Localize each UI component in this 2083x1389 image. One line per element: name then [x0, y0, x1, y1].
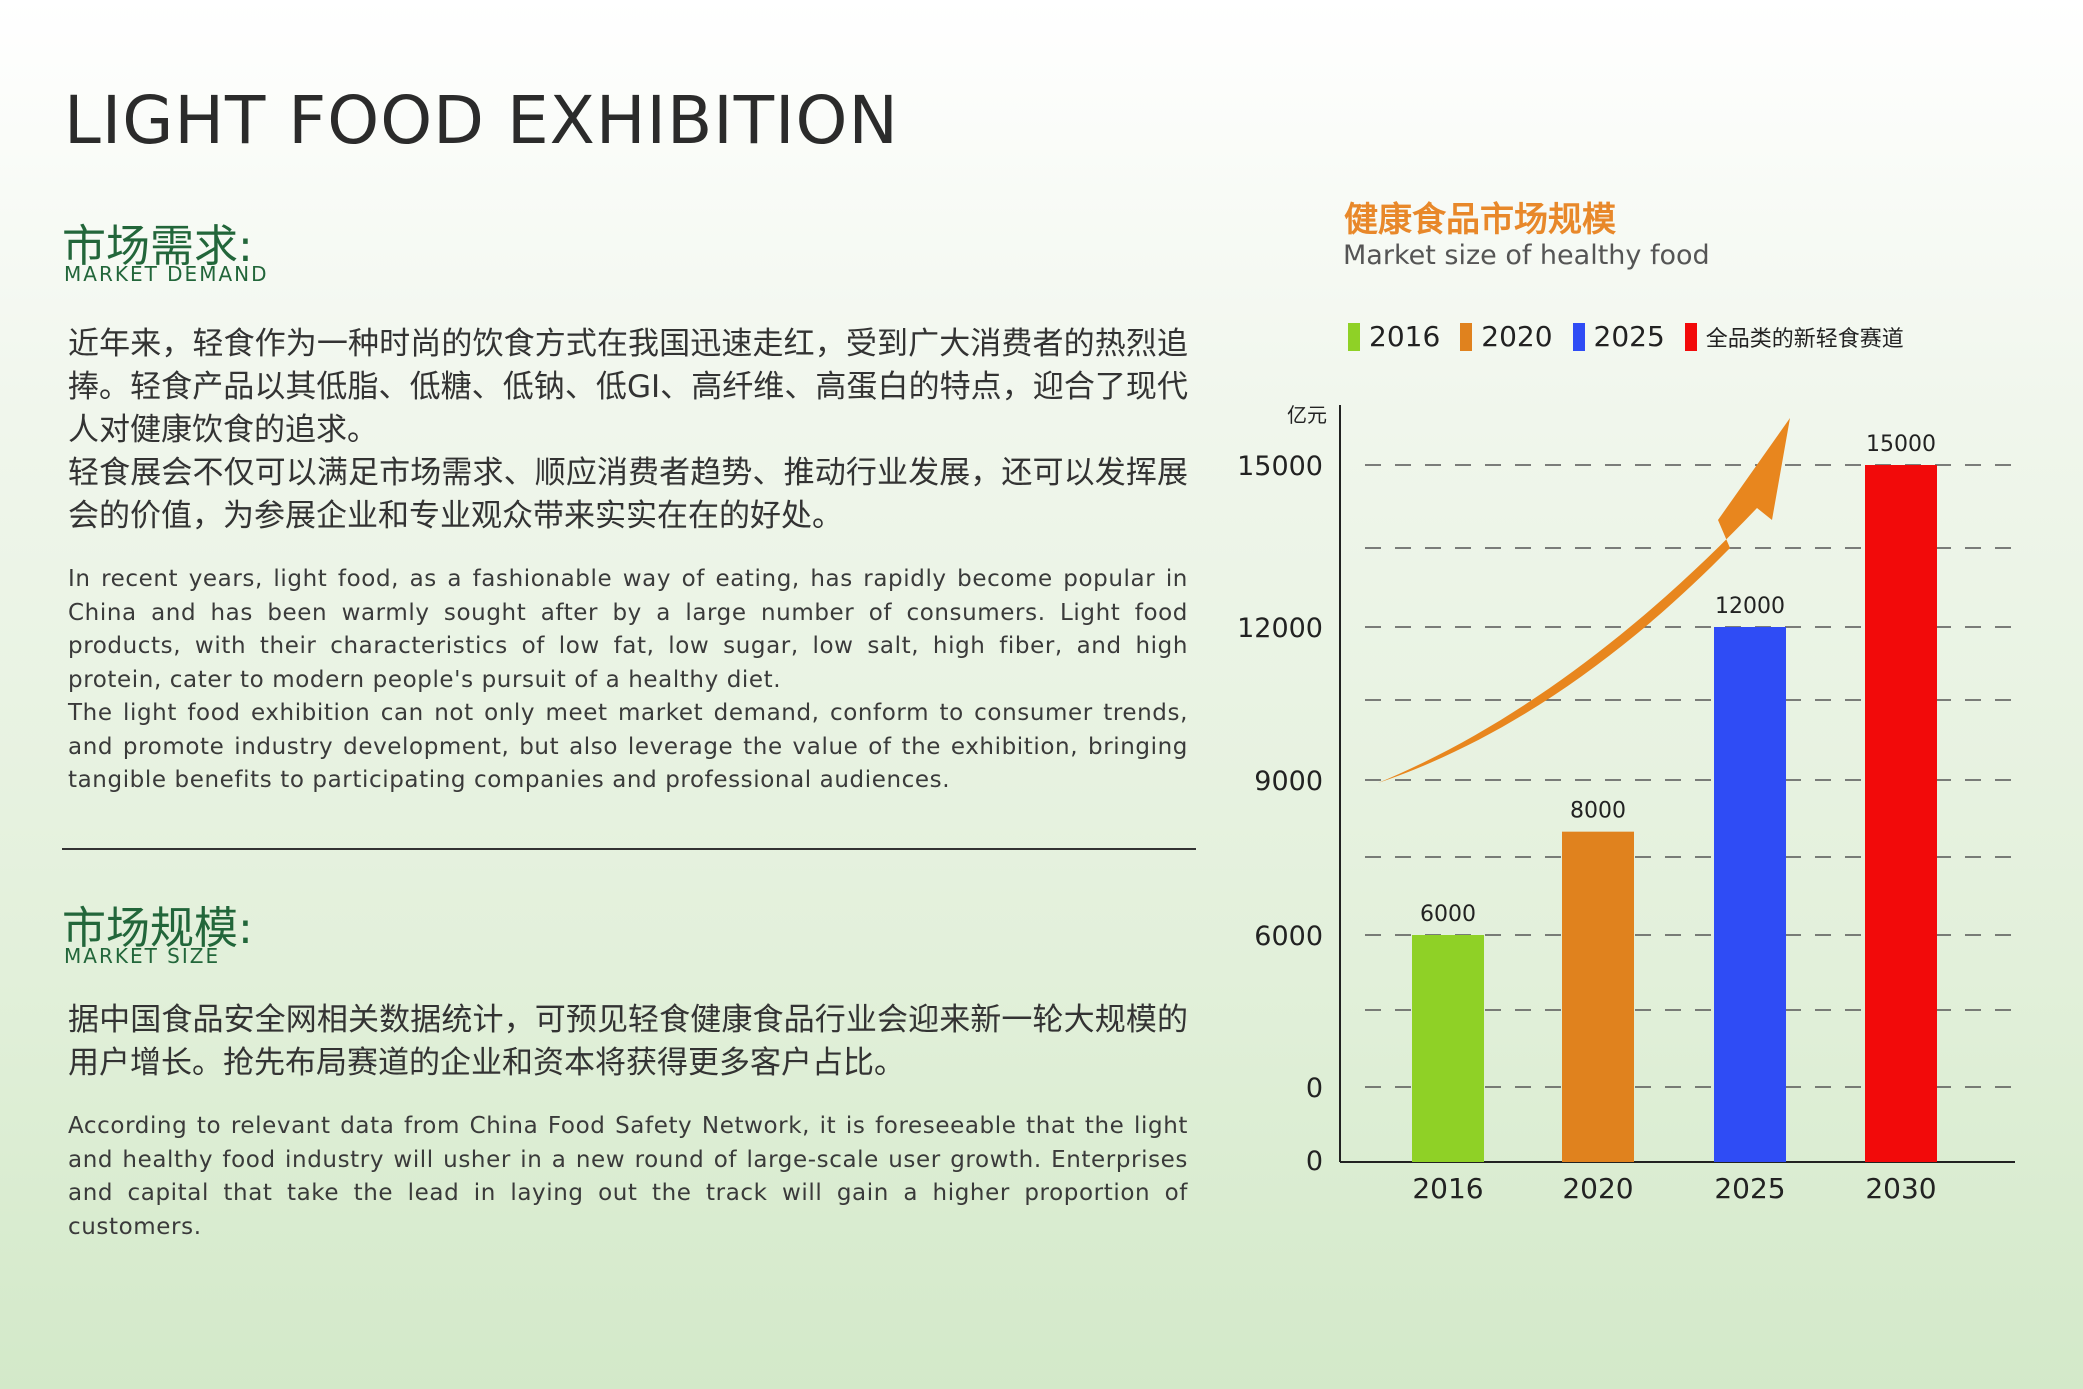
y-tick-label: 6000: [1254, 921, 1323, 952]
market-demand-subtitle: MARKET DEMAND: [64, 262, 269, 286]
x-tick-label: 2030: [1865, 1172, 1936, 1205]
market-demand-title: 市场需求:: [62, 221, 253, 272]
x-tick-label: 2025: [1714, 1172, 1785, 1205]
x-tick-label: 2020: [1562, 1172, 1633, 1205]
legend-item: 2020: [1460, 320, 1553, 353]
data-label: 8000: [1570, 799, 1626, 824]
y-tick-label: 0: [1306, 1073, 1323, 1104]
y-tick-label: 0: [1306, 1146, 1323, 1177]
market-size-en-text: According to relevant data from China Fo…: [68, 1113, 1188, 1240]
legend-swatch: [1460, 322, 1473, 351]
page-title: LIGHT FOOD EXHIBITION: [64, 82, 899, 159]
market-size-subtitle: MARKET SIZE: [64, 944, 221, 968]
y-tick-label: 9000: [1254, 766, 1323, 797]
bar: [1412, 935, 1484, 1162]
data-label: 15000: [1866, 432, 1936, 457]
legend-swatch: [1684, 322, 1697, 351]
y-axis-unit: 亿元: [1287, 403, 1327, 427]
legend-label: 2025: [1593, 320, 1665, 353]
chart-title: 健康食品市场规模: [1344, 200, 1616, 240]
market-size-title: 市场规模:: [62, 903, 253, 954]
data-label: 6000: [1420, 902, 1476, 927]
legend-item: 全品类的新轻食赛道: [1684, 321, 1904, 353]
market-demand-en-text: In recent years, light food, as a fashio…: [68, 566, 1188, 793]
chart-legend: 2016 2020 2025 全品类的新轻食赛道: [1348, 320, 1924, 353]
legend-label: 2016: [1369, 320, 1441, 353]
legend-label: 全品类的新轻食赛道: [1705, 326, 1904, 352]
bar: [1714, 627, 1786, 1162]
x-tick-label: 2016: [1412, 1172, 1483, 1205]
legend-item: 2025: [1572, 320, 1665, 353]
market-size-cn-text: 据中国食品安全网相关数据统计，可预见轻食健康食品行业会迎来新一轮大规模的用户增长…: [68, 1002, 1188, 1081]
legend-swatch: [1572, 322, 1585, 351]
market-demand-cn-text: 近年来，轻食作为一种时尚的饮食方式在我国迅速走红，受到广大消费者的热烈追捧。轻食…: [68, 326, 1188, 534]
data-label: 12000: [1715, 594, 1785, 619]
legend-label: 2020: [1481, 320, 1553, 353]
chart-subtitle: Market size of healthy food: [1343, 240, 1710, 271]
legend-swatch: [1348, 322, 1360, 351]
legend-item: 2016: [1348, 320, 1440, 353]
bar: [1562, 831, 1634, 1162]
y-tick-label: 15000: [1237, 451, 1323, 482]
section-divider: [62, 848, 1196, 850]
bar: [1865, 465, 1937, 1162]
y-tick-label: 12000: [1237, 613, 1323, 644]
